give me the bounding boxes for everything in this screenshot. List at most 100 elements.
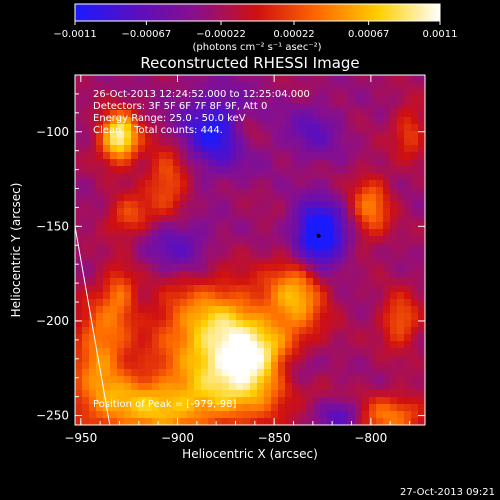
heatmap-cell [355,390,363,398]
heatmap-cell [194,89,202,97]
heatmap-cell [117,341,125,349]
heatmap-cell [215,82,223,90]
heatmap-cell [208,271,216,279]
heatmap-cell [201,306,209,314]
heatmap-cell [96,285,104,293]
heatmap-cell [313,236,321,244]
heatmap-cell [89,320,97,328]
heatmap-cell [292,236,300,244]
heatmap-cell [271,124,279,132]
heatmap-cell [292,187,300,195]
heatmap-cell [243,264,251,272]
heatmap-cell [222,180,230,188]
heatmap-cell [229,124,237,132]
heatmap-cell [187,278,195,286]
heatmap-cell [222,292,230,300]
heatmap-cell [376,320,384,328]
heatmap-cell [180,299,188,307]
heatmap-cell [313,355,321,363]
heatmap-cell [243,208,251,216]
heatmap-cell [117,117,125,125]
heatmap-cell [75,292,83,300]
heatmap-cell [194,138,202,146]
heatmap-cell [348,299,356,307]
heatmap-cell [383,418,391,425]
heatmap-cell [124,334,132,342]
heatmap-cell [159,96,167,104]
heatmap-cell [404,110,412,118]
heatmap-cell [166,187,174,195]
heatmap-cell [131,152,139,160]
heatmap-cell [341,159,349,167]
heatmap-cell [411,285,419,293]
heatmap-cell [180,96,188,104]
heatmap-cell [75,152,83,160]
heatmap-cell [292,243,300,251]
heatmap-cell [208,138,216,146]
heatmap-cell [341,89,349,97]
heatmap-cell [124,397,132,405]
heatmap-cell [404,299,412,307]
heatmap-cell [257,243,265,251]
heatmap-cell [187,152,195,160]
heatmap-cell [250,355,258,363]
heatmap-cell [110,103,118,111]
heatmap-cell [110,138,118,146]
heatmap-cell [110,75,118,83]
plot-frame [74,74,426,426]
heatmap-cell [117,243,125,251]
heatmap-cell [173,152,181,160]
heatmap-cell [313,229,321,237]
heatmap-cell [334,397,342,405]
heatmap-cell [355,383,363,391]
heatmap-cell [96,173,104,181]
heatmap-cell [418,145,425,153]
heatmap-cell [397,180,405,188]
heatmap-cell [187,201,195,209]
heatmap-cell [320,271,328,279]
heatmap-cell [152,243,160,251]
heatmap-cell [264,159,272,167]
heatmap-cell [292,110,300,118]
heatmap-cell [236,110,244,118]
heatmap-cell [257,355,265,363]
heatmap-cell [299,306,307,314]
heatmap-cell [138,299,146,307]
heatmap-cell [341,250,349,258]
heatmap-cell [201,362,209,370]
heatmap-cell [292,166,300,174]
heatmap-cell [376,327,384,335]
heatmap-cell [152,89,160,97]
heatmap-cell [229,180,237,188]
heatmap-cell [376,173,384,181]
heatmap-cell [208,117,216,125]
heatmap-cell [418,397,425,405]
heatmap-cell [96,124,104,132]
heatmap-cell [103,103,111,111]
heatmap-cell [75,257,83,265]
heatmap-cell [341,187,349,195]
heatmap-cell [292,383,300,391]
heatmap-cell [285,257,293,265]
heatmap-cell [250,75,258,83]
x-tick-label: −850 [258,431,291,445]
heatmap-cell [103,348,111,356]
heatmap-cell [236,222,244,230]
heatmap-cell [404,187,412,195]
heatmap-cell [145,411,153,419]
heatmap-cell [257,397,265,405]
heatmap-cell [313,299,321,307]
heatmap-cell [278,264,286,272]
heatmap-cell [117,138,125,146]
heatmap-cell [152,355,160,363]
heatmap-cell [229,187,237,195]
heatmap-cell [124,369,132,377]
heatmap-cell [376,278,384,286]
heatmap-cell [306,278,314,286]
heatmap-cell [222,110,230,118]
heatmap-cell [131,138,139,146]
heatmap-cell [383,390,391,398]
heatmap-cell [334,131,342,139]
heatmap-cell [397,257,405,265]
heatmap-cell [117,404,125,412]
